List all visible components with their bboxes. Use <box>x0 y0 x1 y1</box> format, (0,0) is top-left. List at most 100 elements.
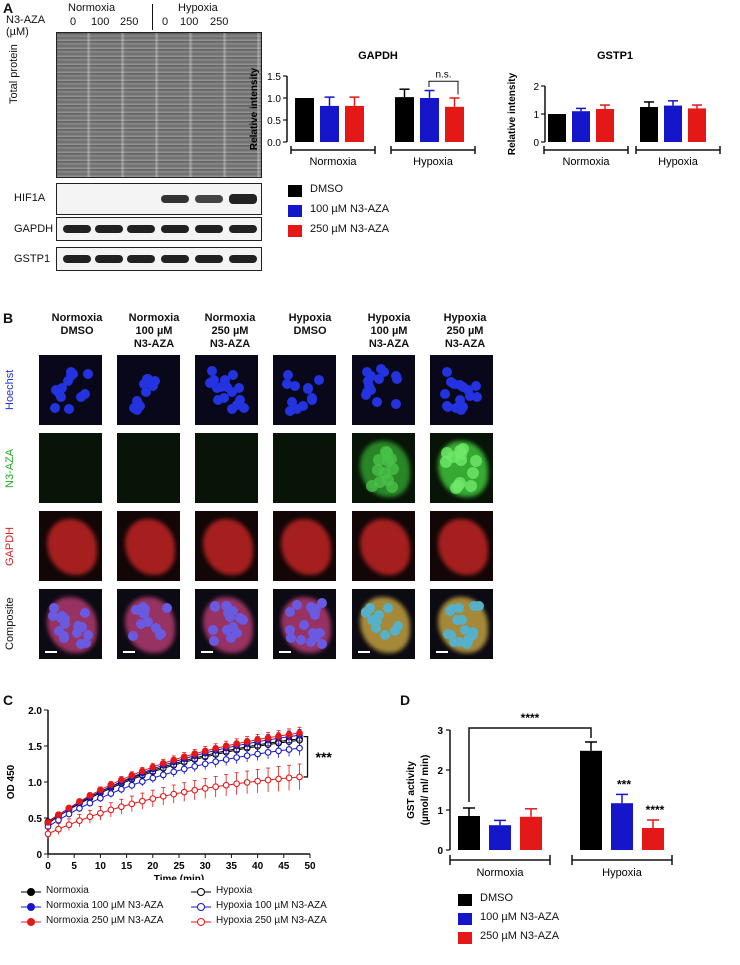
legend-marker <box>191 888 211 896</box>
micro-panel <box>117 511 180 581</box>
gstp1-band-5 <box>195 255 223 263</box>
nucleus <box>373 373 384 384</box>
data-point <box>201 785 209 792</box>
nucleus <box>455 395 466 406</box>
bar <box>420 98 439 142</box>
chart-title: GAPDH <box>358 50 398 62</box>
green-cell <box>378 466 391 479</box>
nucleus <box>48 603 59 614</box>
legend-label: Normoxia 100 µM N3-AZA <box>46 900 164 911</box>
green-cell <box>385 481 398 494</box>
nucleus <box>238 402 249 413</box>
nucleus <box>467 627 478 638</box>
legend-marker-dot <box>27 888 35 896</box>
nucleus <box>365 602 376 613</box>
nucleus <box>371 397 382 408</box>
data-point <box>264 776 272 784</box>
nucleus <box>303 383 314 394</box>
y-tick-label: 0.0 <box>267 138 281 149</box>
nucleus <box>314 375 325 386</box>
y-axis-label: Relative intensity <box>249 67 260 150</box>
data-point <box>170 790 178 798</box>
data-point <box>128 800 136 808</box>
growth-curve-chart: 0 0.5 1.0 1.5 2.0 0 5 10 15 20 25 30 35 40 45 50 Time (m… <box>6 706 332 880</box>
y-tick-label: 1 <box>437 806 443 817</box>
nucleus <box>127 631 138 642</box>
legend-marker <box>191 918 211 926</box>
nucleus <box>454 636 465 647</box>
nucleus <box>361 607 372 618</box>
d-legend-swatch-250 <box>458 932 472 944</box>
nucleus <box>59 632 70 643</box>
header-normoxia: Normoxia <box>68 2 116 14</box>
data-point <box>76 817 83 824</box>
nucleus <box>474 601 484 612</box>
cell-cluster <box>438 519 488 575</box>
nucleus <box>77 621 88 632</box>
legend-label: Hypoxia 100 µM N3-AZA <box>216 900 327 911</box>
panel-label-a: A <box>3 0 14 16</box>
legend-label: Normoxia <box>46 885 89 896</box>
dose-label-line1: N3-AZA <box>6 14 46 26</box>
nucleus <box>310 609 321 620</box>
data-point <box>159 771 167 779</box>
green-cell <box>469 455 482 468</box>
legend-label: Hypoxia <box>216 885 253 896</box>
col-header-6-line2: 250 µM <box>446 325 484 337</box>
nucleus <box>227 622 238 633</box>
data-point <box>264 749 272 756</box>
legend-marker-dot <box>197 903 205 911</box>
significance-bracket <box>303 735 309 778</box>
y-axis-label: GST activity <box>406 761 417 819</box>
significance-label: *** <box>617 777 631 791</box>
x-tick-label: 5 <box>71 861 77 872</box>
data-point <box>233 780 240 788</box>
nucleus <box>219 375 230 386</box>
data-point <box>264 734 272 742</box>
legend-marker-dot <box>27 918 35 926</box>
gapdh-band-6 <box>229 225 257 233</box>
bar <box>688 108 706 142</box>
data-point <box>86 799 94 807</box>
data-point <box>149 774 157 782</box>
cell-cluster <box>203 519 253 575</box>
nucleus <box>370 622 381 633</box>
bar <box>664 105 682 142</box>
col-header-6: Hypoxia 250 µM N3-AZA <box>428 312 502 351</box>
col-header-3-line1: Normoxia <box>204 312 256 324</box>
gapdh-band-1 <box>63 225 91 233</box>
nucleus <box>364 384 375 395</box>
y-tick-label: 1.0 <box>28 778 42 789</box>
data-point <box>44 830 52 838</box>
data-point <box>243 779 251 786</box>
green-cell <box>465 479 478 492</box>
nucleus <box>298 620 309 631</box>
nucleus <box>445 605 456 616</box>
total-protein-blot <box>56 32 262 178</box>
x-tick-label: 15 <box>121 861 133 872</box>
nucleus <box>75 638 86 649</box>
nucleus <box>462 384 473 395</box>
panel-label-d: D <box>400 692 411 708</box>
data-point <box>275 747 282 755</box>
dose-row-label: N3-AZA (µM) <box>6 14 45 38</box>
nucleus <box>393 621 404 632</box>
data-point <box>107 781 115 789</box>
col-header-2: Normoxia 100 µM N3-AZA <box>117 312 191 351</box>
data-point <box>222 742 230 750</box>
nucleus <box>285 405 296 416</box>
col-header-3-line2: 250 µM <box>211 325 249 337</box>
x-tick-label: 40 <box>252 861 264 872</box>
legend-label-dmso: DMSO <box>310 183 343 195</box>
nucleus <box>62 375 73 386</box>
col-header-1-line1: Normoxia <box>51 312 103 324</box>
micro-panel <box>39 589 102 659</box>
nucleus <box>296 634 307 645</box>
col-header-3: Normoxia 250 µM N3-AZA <box>193 312 267 351</box>
d-legend-label-dmso: DMSO <box>480 892 513 904</box>
col-header-3-line3: N3-AZA <box>209 338 251 350</box>
data-point <box>243 738 251 745</box>
row-label-gapdh: GAPDH <box>4 526 16 566</box>
data-point <box>275 732 282 740</box>
data-point <box>233 740 240 748</box>
